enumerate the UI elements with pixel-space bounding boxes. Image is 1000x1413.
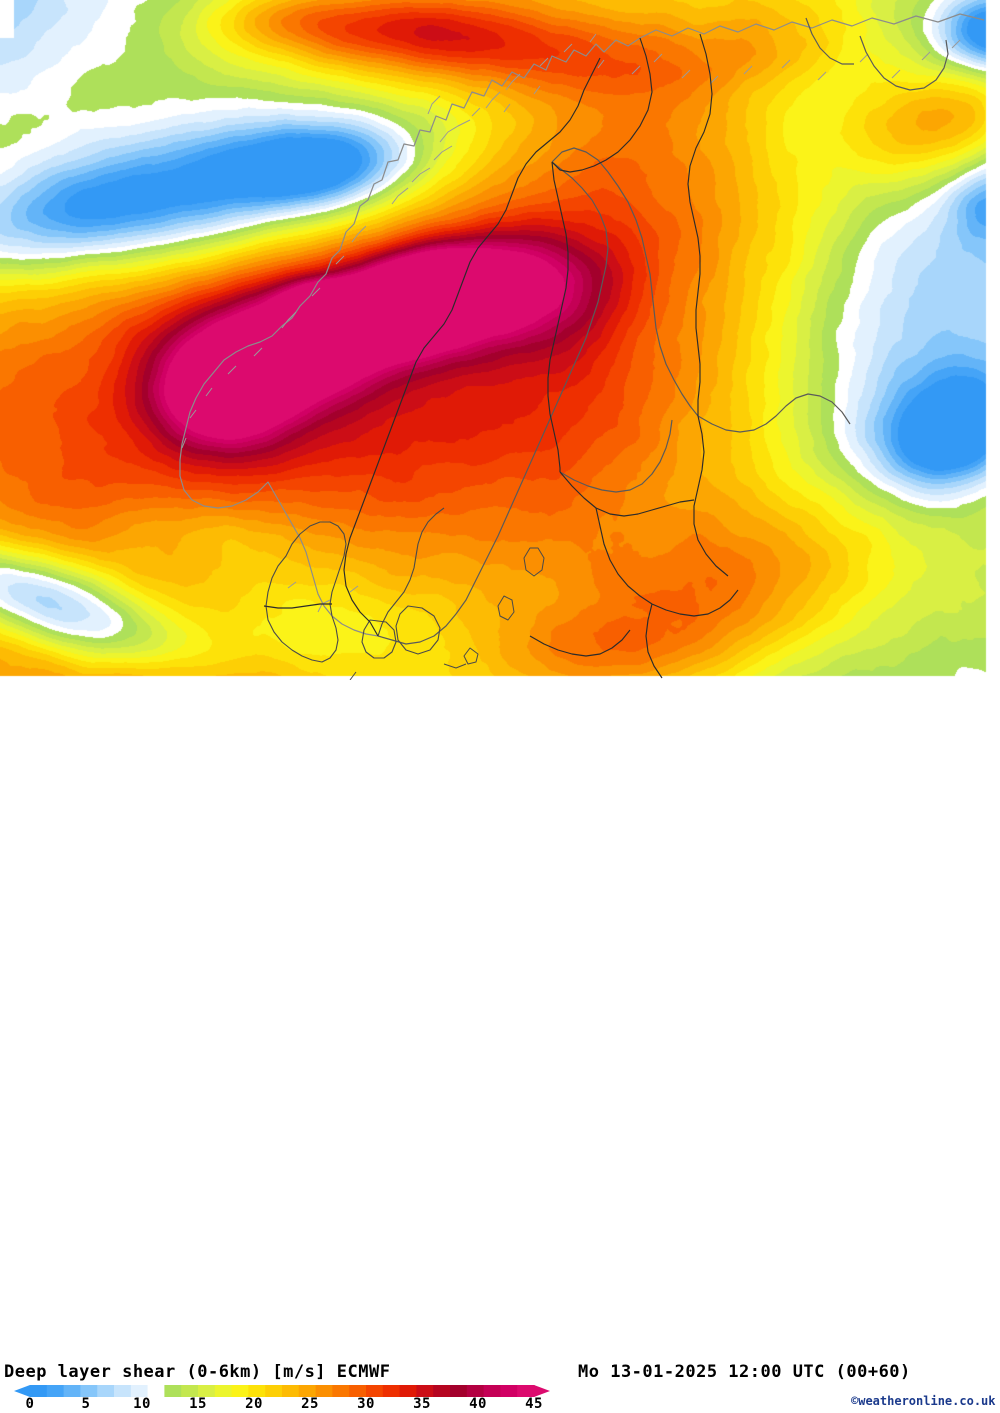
copyright-label: ©weatheronline.co.uk [851,1394,996,1408]
geo-path [505,73,521,91]
geo-path [265,521,347,663]
coastline-border-overlay [179,13,985,680]
geo-path [697,393,851,433]
geo-path [335,255,345,265]
country-border-paths [263,33,739,679]
geo-path [181,437,187,449]
geo-path [463,647,479,665]
footer-bar: Deep layer shear (0-6km) [m/s] ECMWF Mo … [0,680,1000,1412]
geo-path [529,629,631,657]
geo-path [951,39,961,49]
geo-path [539,57,549,67]
geo-path [253,347,263,357]
geo-path [411,167,431,183]
geo-path [805,17,854,65]
colorbar-tick-label: 20 [245,1396,263,1412]
geo-path [921,51,931,61]
valid-time-label: Mo 13-01-2025 12:00 UTC (00+60) [578,1362,911,1382]
geo-path [639,13,985,39]
geo-path [227,365,237,375]
colorbar-tick-label: 0 [25,1396,35,1412]
geo-path [595,507,653,605]
geo-path [287,581,297,589]
colorbar-tick-label: 15 [189,1396,207,1412]
geo-path [391,187,409,205]
geo-path [891,69,901,79]
geo-path [263,603,332,609]
geo-path [645,603,663,679]
geo-path [485,91,501,109]
coastline-paths [179,13,985,680]
geo-path [551,147,699,417]
geo-path [439,119,471,143]
geo-path [179,37,641,637]
geo-path [859,35,949,91]
geo-path [533,85,541,95]
geo-path [395,605,441,655]
colorbar-tick-label: 45 [525,1396,543,1412]
geo-path [681,69,691,79]
geo-path [351,225,367,243]
product-title: Deep layer shear (0-6km) [m/s] ECMWF [4,1362,391,1382]
shear-field-canvas[interactable] [0,0,1000,680]
geo-path [523,547,545,577]
colorbar-tick-label: 10 [133,1396,151,1412]
geo-path [433,145,453,161]
geo-path [281,311,297,329]
geo-path [693,415,729,577]
geo-path [503,103,511,113]
geo-path [859,53,869,63]
geo-path [559,471,695,517]
geo-path [443,663,467,669]
map-area[interactable] [0,0,1000,680]
colorbar-tick-label: 40 [469,1396,487,1412]
geo-path [817,71,827,81]
colorbar-tick-label: 35 [413,1396,431,1412]
geo-path [189,409,197,419]
geo-path [377,507,445,637]
geo-path [653,53,663,63]
geo-path [497,595,515,621]
geo-path [361,619,397,659]
geo-path [343,57,601,637]
geo-path [597,59,605,69]
geo-path [631,65,641,75]
geo-path [349,671,357,680]
colorbar-tick-label: 5 [81,1396,91,1412]
geo-path [743,65,753,75]
geo-path [551,37,653,173]
geo-path [471,107,481,117]
geo-path [349,585,359,593]
geo-path [311,287,321,297]
geo-path [563,43,573,53]
geo-path [687,33,713,416]
geo-path [651,589,739,617]
geo-path [205,387,213,397]
colorbar-tick-labels: 0 5 10 15 20 25 30 35 40 45 [0,1396,580,1413]
geo-path [589,33,597,43]
geo-path [559,419,673,493]
geo-path [377,161,609,645]
colorbar-tick-label: 30 [357,1396,375,1412]
colorbar-tick-label: 25 [301,1396,319,1412]
geo-path [781,59,791,69]
geo-path [547,161,569,472]
geo-path [427,95,441,115]
